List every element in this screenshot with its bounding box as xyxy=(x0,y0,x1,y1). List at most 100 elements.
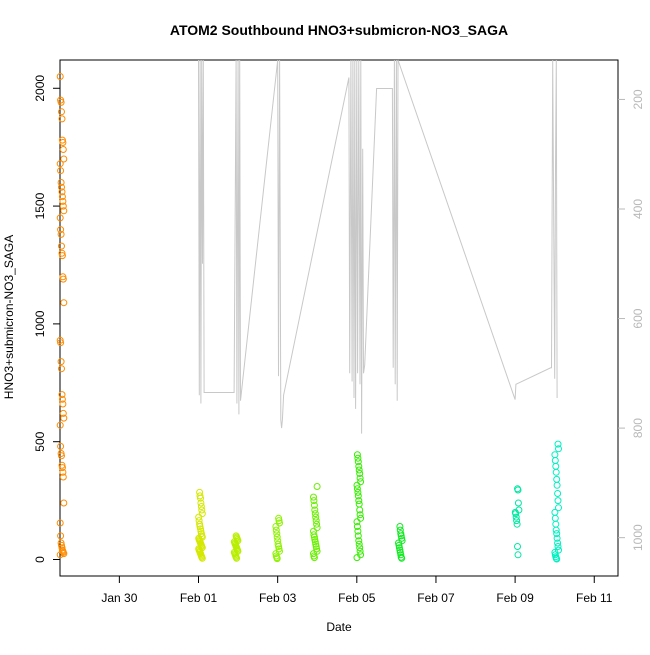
data-point xyxy=(56,421,64,429)
data-point xyxy=(355,540,363,548)
data-point xyxy=(60,550,68,558)
data-point xyxy=(514,486,522,494)
data-point xyxy=(58,249,66,257)
data-point xyxy=(312,513,320,521)
data-point xyxy=(355,462,363,470)
data-point xyxy=(56,214,64,222)
data-point xyxy=(552,526,560,534)
data-point xyxy=(552,462,560,470)
data-point xyxy=(553,555,561,563)
y-tick-label: 2000 xyxy=(33,75,47,102)
data-point xyxy=(555,445,562,453)
data-point xyxy=(310,533,318,541)
data-point xyxy=(312,517,320,525)
data-point xyxy=(313,483,321,490)
x-tick-label: Feb 01 xyxy=(180,591,218,605)
data-point xyxy=(310,493,317,501)
data-point xyxy=(57,539,65,547)
data-point xyxy=(310,501,318,509)
data-point xyxy=(310,497,318,505)
data-point xyxy=(198,554,206,562)
chart-title: ATOM2 Southbound HNO3+submicron-NO3_SAGA xyxy=(170,22,508,38)
data-point xyxy=(57,442,65,450)
data-point xyxy=(551,514,559,522)
data-point xyxy=(554,440,562,448)
data-point xyxy=(354,492,362,500)
data-point xyxy=(355,500,363,508)
data-point xyxy=(513,520,521,528)
data-point xyxy=(553,481,561,489)
data-point xyxy=(59,139,67,146)
data-point xyxy=(353,518,361,526)
y-tick-label: 1000 xyxy=(33,310,47,337)
x-tick-label: Feb 03 xyxy=(259,591,297,605)
data-point xyxy=(60,299,68,307)
data-point xyxy=(58,242,65,250)
data-point xyxy=(356,547,364,555)
data-point xyxy=(398,537,406,545)
data-point xyxy=(273,555,281,563)
data-point xyxy=(58,108,65,116)
data-point xyxy=(56,73,64,80)
data-point xyxy=(56,551,64,559)
data-point xyxy=(57,230,65,238)
data-point xyxy=(58,464,66,472)
x-axis-label: Date xyxy=(326,620,352,634)
data-points-group xyxy=(56,73,562,563)
data-point xyxy=(553,530,561,538)
data-point xyxy=(356,470,364,477)
data-point xyxy=(197,499,205,507)
data-point xyxy=(59,202,67,210)
data-point xyxy=(357,514,365,522)
data-point xyxy=(355,497,363,505)
data-point xyxy=(512,513,520,521)
data-point xyxy=(276,519,283,527)
data-point xyxy=(354,488,362,496)
data-point xyxy=(58,115,66,123)
x-tick-label: Feb 11 xyxy=(576,591,613,605)
data-point xyxy=(58,365,65,373)
data-point xyxy=(310,554,318,562)
data-point xyxy=(551,457,559,464)
data-point xyxy=(58,395,66,403)
data-point xyxy=(58,188,66,196)
data-point xyxy=(310,550,317,558)
data-point xyxy=(60,499,68,507)
data-point xyxy=(554,543,562,550)
data-point xyxy=(357,478,365,486)
data-point xyxy=(57,532,65,540)
data-point xyxy=(514,551,522,559)
data-point xyxy=(396,523,404,530)
data-point xyxy=(272,526,280,534)
data-point xyxy=(59,409,67,417)
data-point xyxy=(58,183,65,191)
data-point xyxy=(197,494,204,502)
data-point xyxy=(60,207,68,215)
x-axis-ticks: Jan 30 Feb 01 Feb 03 Feb 05 Feb 07 Feb 09 Feb … xyxy=(101,576,613,605)
data-point xyxy=(59,275,67,283)
y2-axis-ticks: 200 400 600 800 1000 xyxy=(618,89,645,551)
data-point xyxy=(311,538,319,546)
data-point xyxy=(312,543,320,550)
secondary-series-line xyxy=(198,59,558,434)
data-point xyxy=(551,508,559,516)
data-point xyxy=(554,539,562,547)
y-axis-label: HNO3+submicron-NO3_SAGA xyxy=(2,235,16,399)
data-point xyxy=(273,533,281,541)
data-point xyxy=(59,468,67,476)
data-point xyxy=(57,339,65,347)
data-point xyxy=(356,506,364,514)
data-point xyxy=(57,358,65,366)
data-point xyxy=(398,534,406,542)
data-point xyxy=(353,523,361,530)
data-point xyxy=(355,537,363,545)
data-point xyxy=(59,146,67,153)
data-point xyxy=(553,475,561,483)
data-point xyxy=(59,400,67,408)
data-point xyxy=(514,543,521,550)
y-tick-label: 0 xyxy=(33,556,47,563)
data-point xyxy=(195,513,203,521)
data-point xyxy=(198,510,206,518)
